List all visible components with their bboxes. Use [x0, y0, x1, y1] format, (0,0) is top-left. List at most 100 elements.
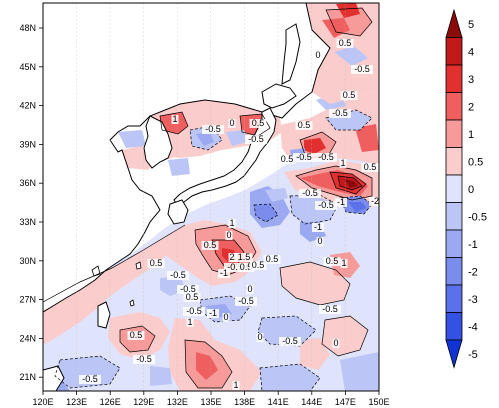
contour-label: 1 [233, 380, 238, 390]
contour-label: 1 [229, 218, 234, 228]
colorbar-swatch [445, 147, 463, 176]
y-tick-label: 24N [19, 333, 36, 343]
contour-label-bg [339, 159, 347, 168]
contour-label: -1 [314, 222, 322, 232]
contour-label-bg [249, 261, 267, 270]
contour-label-bg [224, 263, 246, 272]
contour-label: -1 [337, 197, 345, 207]
contour-label-bg [278, 155, 296, 164]
colorbar-label: 0.5 [468, 156, 483, 168]
contour-label: 0 [247, 284, 252, 294]
colorbar-label: -3 [468, 294, 478, 306]
contour-label-bg [171, 115, 179, 124]
contour-label: -0.5 [205, 124, 221, 134]
contour-label-bg [332, 339, 340, 348]
contour-label-bg [183, 307, 205, 316]
contour-label-bg [340, 259, 348, 268]
contour-label: -1 [220, 268, 228, 278]
colorbar-label: 0 [468, 184, 474, 196]
contour-label-bg [201, 241, 219, 250]
contour-label-bg [79, 375, 101, 384]
colorbar-swatch [445, 312, 463, 341]
contour-label-bg [127, 331, 145, 340]
x-tick-label: 138E [234, 397, 255, 407]
contour-label: 0.5 [130, 330, 143, 340]
contour-label-bg [228, 219, 236, 228]
contour-label-bg [232, 381, 240, 390]
colorbar-label: -0.5 [468, 211, 487, 223]
contour-label-bg [295, 121, 313, 130]
contour-label: 0 [257, 332, 262, 342]
contour-label: -0.5 [186, 306, 202, 316]
contour-label-bg [351, 65, 373, 74]
contour-label-bg [133, 355, 155, 364]
contour-label: 0.5 [252, 260, 265, 270]
contour-label-bg [312, 223, 324, 232]
contour-label-bg [237, 263, 255, 272]
contour-label: 0.5 [343, 90, 356, 100]
contour-label-bg [228, 119, 236, 128]
contour-label-bg [263, 255, 281, 264]
y-tick-label: 27N [19, 295, 36, 305]
y-axis-ticks: 48N 45N 42N 39N 36N 33N 30N 27N 24N 21N [19, 23, 43, 382]
y-tick-label: 45N [19, 62, 36, 72]
contour-label: 0.5 [364, 162, 377, 172]
contour-label: -0.5 [332, 108, 348, 118]
contour-label-bg [245, 135, 267, 144]
contour-label: 0.5 [298, 120, 311, 130]
contour-label: 0.5 [266, 254, 279, 264]
x-tick-label: 144E [301, 397, 322, 407]
contour-label-bg [314, 51, 322, 60]
contour-label-bg [319, 305, 341, 314]
contour-label: 0.5 [281, 154, 294, 164]
contour-label: 0 [333, 338, 338, 348]
colorbar-swatch [445, 92, 463, 121]
contour-label: 0.5 [204, 240, 217, 250]
colorbar-swatch [445, 257, 463, 286]
x-tick-label: 120E [32, 397, 53, 407]
contour-label-bg [186, 318, 194, 327]
contour-label: 0.5 [326, 256, 339, 266]
contour-label: -0.5 [354, 64, 370, 74]
contour-label: -0.5 [302, 188, 318, 198]
colorbar-swatch [445, 64, 463, 93]
contour-label-bg [177, 285, 199, 294]
contour-label-bg [323, 257, 341, 266]
x-tick-label: 129E [133, 397, 154, 407]
contour-label: 0.5 [150, 258, 163, 268]
contour-label: -0.5 [248, 134, 264, 144]
colorbar-swatch [445, 202, 463, 231]
contour-label-bg [315, 201, 337, 210]
y-tick-label: 39N [19, 139, 36, 149]
colorbar-label: 5 [468, 19, 474, 31]
contour-label-bg [369, 197, 379, 206]
contour-label-bg [315, 153, 337, 162]
contour-label: -0.5 [318, 152, 334, 162]
contour-label: -0.5 [282, 336, 298, 346]
contour-label-layer: 0.5 0 -0.5 0.5 -0.5 0.5 0 -0.5 1 0.5 -0.5 0.5 -0.5 -0… [79, 38, 379, 390]
contour-label: -0.5 [238, 296, 254, 306]
y-tick-label: 42N [19, 101, 36, 111]
contour-label: -0.5 [82, 374, 98, 384]
contour-label-bg [183, 293, 201, 302]
y-tick-label: 48N [19, 23, 36, 33]
contour-label: 2 [229, 252, 234, 262]
colorbar-swatch [445, 8, 463, 38]
contour-label: -0.5 [322, 304, 338, 314]
contour-label-bg [207, 309, 219, 318]
contour-label-bg [235, 297, 257, 306]
contour-label: -0.5 [180, 284, 196, 294]
colorbar-swatch [445, 37, 463, 66]
contour-label-bg [246, 285, 254, 294]
contour-label: 0 [223, 312, 228, 322]
contour-label-bg [293, 153, 315, 162]
contour-label: 0 [317, 236, 322, 246]
contour-label-bg [218, 269, 230, 278]
contour-label: 0.5 [240, 262, 253, 272]
contour-label-bg [202, 125, 224, 134]
contour-label-bg [167, 271, 189, 280]
x-tick-label: 150E [368, 397, 389, 407]
x-tick-label: 135E [200, 397, 221, 407]
x-tick-label: 123E [66, 397, 87, 407]
contour-label-bg [340, 91, 358, 100]
